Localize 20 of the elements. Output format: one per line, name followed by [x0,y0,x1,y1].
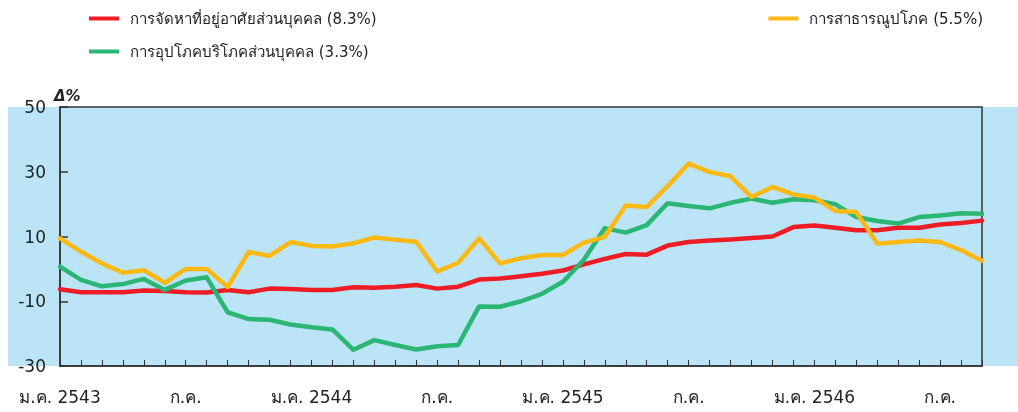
y-tick-label: 10 [24,226,46,247]
line-series [57,161,985,290]
x-tick-label: ก.ค. [672,386,705,407]
y-axis-title: Δ% [53,86,81,105]
legend-label: การสาธารณูปโภค (5.5%) [809,9,984,28]
legend-label: การอุปโภคบริโภคส่วนบุคคล (3.3%) [130,42,369,62]
line-series [57,218,985,295]
line-series [57,196,985,353]
y-tick-label: 30 [24,161,46,182]
x-tick-label: ม.ค. 2543 [19,386,101,407]
x-tick-label: ก.ค. [169,386,202,407]
y-tick-label: -10 [18,291,46,312]
x-tick-label: ก.ค. [421,386,454,407]
x-tick-label: ม.ค. 2546 [773,386,856,407]
x-tick-label: ม.ค. 2544 [270,386,353,407]
y-tick-label: 50 [24,97,46,117]
legend-label: การจัดหาที่อยู่อาศัยส่วนบุคคล (8.3%) [130,7,377,29]
y-tick-label: -30 [18,356,46,376]
x-tick-label: ม.ค. 2545 [522,386,604,407]
x-tick-label: ก.ค. [924,386,956,407]
